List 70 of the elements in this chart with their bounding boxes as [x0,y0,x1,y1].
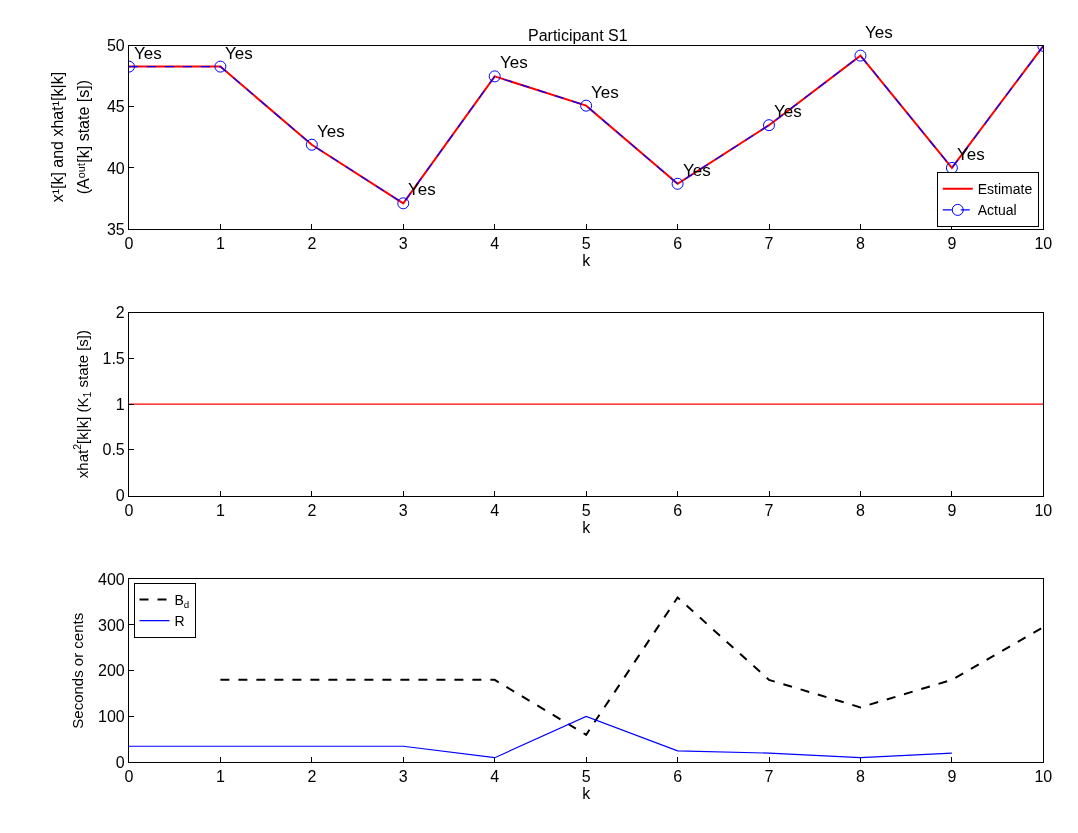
y-axis-title: x¹[k] and xhat¹[k|k] (Aᵒᵘᵗ[k] state [s]) [48,71,92,203]
x-tick-label: 9 [947,501,957,519]
x-tick-label: 1 [215,235,225,253]
x-tick-label: 3 [398,235,408,253]
x-tick-label: 10 [1034,768,1053,786]
x-tick-label: 5 [581,235,591,253]
y-tick-label: 0.5 [102,441,125,459]
line-series [128,715,953,759]
y-tick-label: 0 [115,487,125,505]
point [763,119,776,132]
chart-title: Participant S1 [528,27,628,44]
annotation: Yes [591,83,619,102]
x-axis-title: k [582,252,592,270]
x-tick-label: 8 [856,768,865,786]
x-tick-label: 2 [307,768,317,786]
x-tick-label: 6 [673,768,683,786]
point [580,99,593,112]
annotation: Yes [225,44,253,63]
x-tick-label: 5 [581,501,591,519]
point [854,49,867,62]
legend-label: R [174,613,185,630]
x-tick-label: 4 [490,501,500,519]
y-axis-title: Seconds or cents [69,612,87,729]
annotation: Yes [134,44,162,63]
point [488,70,501,83]
x-tick-label: 10 [1034,501,1053,519]
point [214,60,227,73]
line-series [219,596,1044,736]
y-tick-label: 40 [106,159,125,177]
x-tick-label: 1 [215,501,225,519]
y-tick-label: 100 [98,708,125,726]
x-tick-label: 7 [764,501,774,519]
x-tick-label: 6 [673,501,683,519]
x-tick-label: 2 [307,501,317,519]
x-tick-label: 3 [398,501,408,519]
y-tick-label: 200 [98,662,125,680]
y-tick-label: 1 [115,395,125,413]
x-tick-label: 1 [215,768,225,786]
x-axis-title: k [582,518,592,536]
y-tick-label: 45 [106,98,125,116]
x-tick-label: 4 [490,235,500,253]
x-tick-label: 4 [490,768,500,786]
y-tick-label: 50 [106,37,125,55]
x-tick-label: 8 [856,235,865,253]
x-tick-label: 6 [673,235,683,253]
y-tick-label: 35 [106,220,125,238]
legend-label: B$_{d}$ [174,591,190,610]
annotation: Yes [317,122,345,141]
y-tick-label: 300 [98,616,125,634]
point [305,138,318,151]
y-tick-label: 2 [115,304,125,322]
x-tick-label: 5 [581,768,591,786]
x-tick-label: 3 [398,768,408,786]
point [671,177,684,190]
x-tick-label: 9 [947,768,957,786]
x-axis-title: k [582,785,592,803]
x-tick-label: 2 [307,235,317,253]
x-tick-label: 8 [856,501,865,519]
x-tick-label: 10 [1034,235,1053,253]
y-tick-label: 400 [98,570,125,588]
legend-label: Estimate [977,181,1033,198]
y-tick-label: 0 [115,753,125,771]
x-tick-label: 7 [764,768,774,786]
x-tick-label: 9 [947,235,957,253]
point [397,197,410,210]
legend-label: Actual [977,202,1017,219]
annotation: Yes [865,23,893,42]
annotation: Yes [500,53,528,72]
y-tick-label: 1.5 [102,349,125,367]
x-tick-label: 7 [764,235,774,253]
